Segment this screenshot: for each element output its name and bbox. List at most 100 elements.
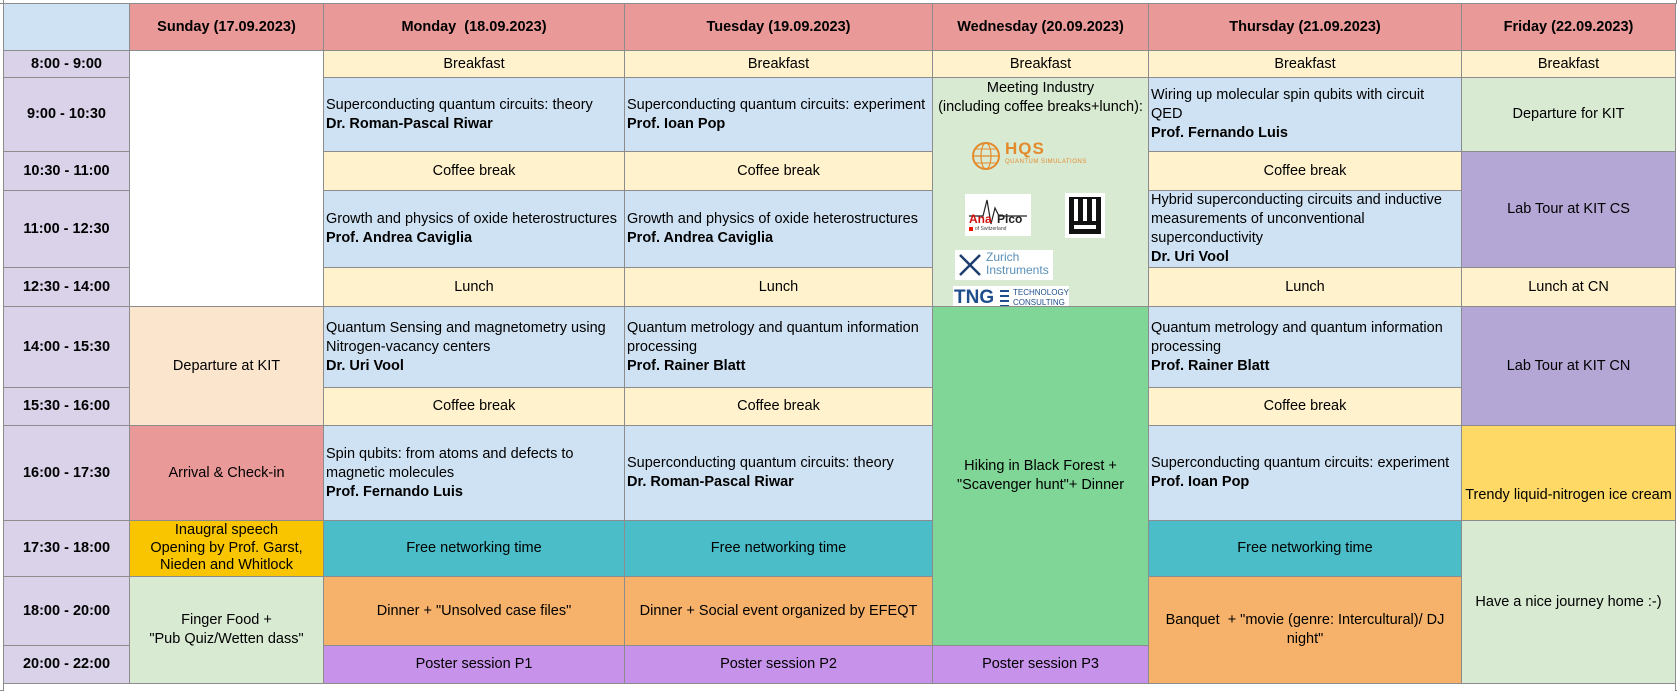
tuesday-session-4: Superconducting quantum circuits: theory… bbox=[625, 426, 933, 521]
monday-session-1: Superconducting quantum circuits: theory… bbox=[324, 78, 625, 152]
session-title: superconductivity bbox=[1151, 230, 1264, 246]
monday-coffee-break-2: Coffee break bbox=[324, 388, 625, 426]
session-speaker: Prof. Andrea Caviglia bbox=[326, 230, 473, 246]
thursday-coffee-break-2: Coffee break bbox=[1149, 388, 1462, 426]
session-speaker: Dr. Uri Vool bbox=[1151, 249, 1229, 265]
inaugural-line: Nieden and Whitlock bbox=[160, 557, 293, 574]
friday-lunch: Lunch at CN bbox=[1462, 268, 1676, 307]
time-slot: 18:00 - 20:00 bbox=[4, 577, 130, 646]
time-slot: 20:00 - 22:00 bbox=[4, 646, 130, 684]
inaugural-line: Inaugral speech bbox=[174, 522, 279, 539]
tuesday-dinner: Dinner + Social event organized by EFEQT bbox=[625, 577, 933, 646]
monday-session-4: Spin qubits: from atoms and defects to m… bbox=[324, 426, 625, 521]
tuesday-poster-session: Poster session P2 bbox=[625, 646, 933, 684]
thursday-session-2: Hybrid superconducting circuits and indu… bbox=[1149, 191, 1462, 268]
session-title: magnetic molecules bbox=[326, 464, 455, 481]
session-speaker: Prof. Fernando Luis bbox=[1151, 125, 1288, 141]
finger-food-line: "Pub Quiz/Wetten dass" bbox=[149, 631, 304, 647]
sunday-departure: Departure at KIT bbox=[130, 307, 324, 426]
thursday-session-1: Wiring up molecular spin qubits with cir… bbox=[1149, 78, 1462, 152]
industry-subtitle: (including coffee breaks+lunch): bbox=[938, 99, 1143, 115]
hqs-logo: HQS QUANTUM SIMULATIONS bbox=[971, 139, 1086, 173]
session-title: Superconducting quantum circuits: experi… bbox=[627, 96, 926, 113]
session-speaker: Prof. Fernando Luis bbox=[326, 483, 463, 500]
day-header-wednesday: Wednesday (20.09.2023) bbox=[933, 4, 1149, 51]
session-title: Superconducting quantum circuits: theory bbox=[627, 455, 894, 471]
sunday-arrival: Arrival & Check-in bbox=[130, 426, 324, 521]
thursday-session-4: Superconducting quantum circuits: experi… bbox=[1149, 426, 1462, 521]
session-title: Hybrid superconducting circuits and indu… bbox=[1151, 192, 1442, 208]
inaugural-line: Opening by Prof. Garst, bbox=[150, 539, 303, 556]
tng-logo: TNG TECHNOLOGY CONSULTING bbox=[953, 286, 1069, 307]
hiking-line: Hiking in Black Forest + bbox=[964, 458, 1117, 474]
time-slot: 15:30 - 16:00 bbox=[4, 388, 130, 426]
hqs-logo-subtext: QUANTUM SIMULATIONS bbox=[1005, 159, 1087, 165]
wednesday-industry-meeting: Meeting Industry (including coffee break… bbox=[933, 78, 1149, 307]
session-speaker: Prof. Ioan Pop bbox=[627, 115, 726, 132]
monday-coffee-break-1: Coffee break bbox=[324, 152, 625, 191]
sponsor-logos: HQS QUANTUM SIMULATIONS Ana Pico of Swit… bbox=[933, 117, 1148, 306]
friday-lab-tour-cs: Lab Tour at KIT CS bbox=[1462, 152, 1676, 268]
sunday-finger-food: Finger Food + "Pub Quiz/Wetten dass" bbox=[130, 577, 324, 684]
time-slot: 16:00 - 17:30 bbox=[4, 426, 130, 521]
session-speaker: Dr. Uri Vool bbox=[326, 357, 404, 374]
session-title: Quantum metrology and quantum informatio… bbox=[627, 319, 919, 336]
time-slot: 12:30 - 14:00 bbox=[4, 268, 130, 307]
industry-title: Meeting Industry bbox=[986, 80, 1095, 96]
tng-logo-text: TNG bbox=[954, 287, 995, 307]
tuesday-session-2: Growth and physics of oxide heterostruct… bbox=[625, 191, 933, 268]
time-slot: 11:00 - 12:30 bbox=[4, 191, 130, 268]
friday-journey-home: Have a nice journey home :-) bbox=[1462, 521, 1676, 684]
session-title: measurements of unconventional bbox=[1151, 211, 1365, 227]
thursday-breakfast: Breakfast bbox=[1149, 51, 1462, 78]
anapico-logo-text-ana: Ana bbox=[969, 212, 992, 226]
qw-logo-icon bbox=[1065, 193, 1105, 238]
thursday-networking: Free networking time bbox=[1149, 521, 1462, 577]
tuesday-networking: Free networking time bbox=[625, 521, 933, 577]
time-slot: 8:00 - 9:00 bbox=[4, 51, 130, 78]
header-corner bbox=[4, 4, 130, 51]
day-header-thursday: Thursday (21.09.2023) bbox=[1149, 4, 1462, 51]
wednesday-breakfast: Breakfast bbox=[933, 51, 1149, 78]
hqs-logo-text: HQS bbox=[1005, 139, 1045, 158]
friday-ice-cream: Trendy liquid-nitrogen ice cream bbox=[1462, 426, 1676, 521]
thursday-banquet: Banquet + "movie (genre: Intercultural)/… bbox=[1149, 577, 1462, 684]
monday-session-2: Growth and physics of oxide heterostruct… bbox=[324, 191, 625, 268]
friday-lab-tour-cn: Lab Tour at KIT CN bbox=[1462, 307, 1676, 426]
time-slot: 9:00 - 10:30 bbox=[4, 78, 130, 152]
time-slot: 17:30 - 18:00 bbox=[4, 521, 130, 577]
session-title: Growth and physics of oxide heterostruct… bbox=[627, 211, 918, 227]
grid-edge-bottom bbox=[4, 684, 1676, 691]
session-title: Superconducting quantum circuits: theory bbox=[326, 96, 593, 113]
tuesday-lunch: Lunch bbox=[625, 268, 933, 307]
finger-food-line: Finger Food + bbox=[181, 612, 272, 628]
session-title: Nitrogen-vacancy centers bbox=[326, 338, 491, 355]
session-title: Quantum Sensing and magnetometry using bbox=[326, 319, 606, 336]
hiking-line: "Scavenger hunt"+ Dinner bbox=[956, 477, 1125, 493]
tng-logo-subtext-2: CONSULTING bbox=[1013, 298, 1065, 307]
session-title: Wiring up molecular spin qubits with cir… bbox=[1151, 87, 1425, 103]
monday-poster-session: Poster session P1 bbox=[324, 646, 625, 684]
session-speaker: Prof. Ioan Pop bbox=[1151, 474, 1250, 490]
session-title: processing bbox=[627, 338, 698, 355]
day-header-monday: Monday (18.09.2023) bbox=[324, 4, 625, 51]
day-header-tuesday: Tuesday (19.09.2023) bbox=[625, 4, 933, 51]
friday-breakfast: Breakfast bbox=[1462, 51, 1676, 78]
session-speaker: Prof. Rainer Blatt bbox=[1151, 357, 1270, 374]
thursday-lunch: Lunch bbox=[1149, 268, 1462, 307]
zurich-logo-text-2: Instruments bbox=[986, 263, 1049, 277]
banquet-line: Banquet + "movie (genre: Intercultural)/… bbox=[1165, 612, 1445, 628]
tuesday-coffee-break-1: Coffee break bbox=[625, 152, 933, 191]
session-title: Growth and physics of oxide heterostruct… bbox=[326, 211, 617, 227]
day-header-sunday: Sunday (17.09.2023) bbox=[130, 4, 324, 51]
monday-dinner: Dinner + "Unsolved case files" bbox=[324, 577, 625, 646]
monday-session-3: Quantum Sensing and magnetometry using N… bbox=[324, 307, 625, 388]
session-title: processing bbox=[1151, 338, 1222, 355]
thursday-session-3: Quantum metrology and quantum informatio… bbox=[1149, 307, 1462, 388]
session-speaker: Prof. Rainer Blatt bbox=[627, 357, 746, 374]
tuesday-session-3: Quantum metrology and quantum informatio… bbox=[625, 307, 933, 388]
tuesday-breakfast: Breakfast bbox=[625, 51, 933, 78]
monday-lunch: Lunch bbox=[324, 268, 625, 307]
time-slot: 10:30 - 11:00 bbox=[4, 152, 130, 191]
